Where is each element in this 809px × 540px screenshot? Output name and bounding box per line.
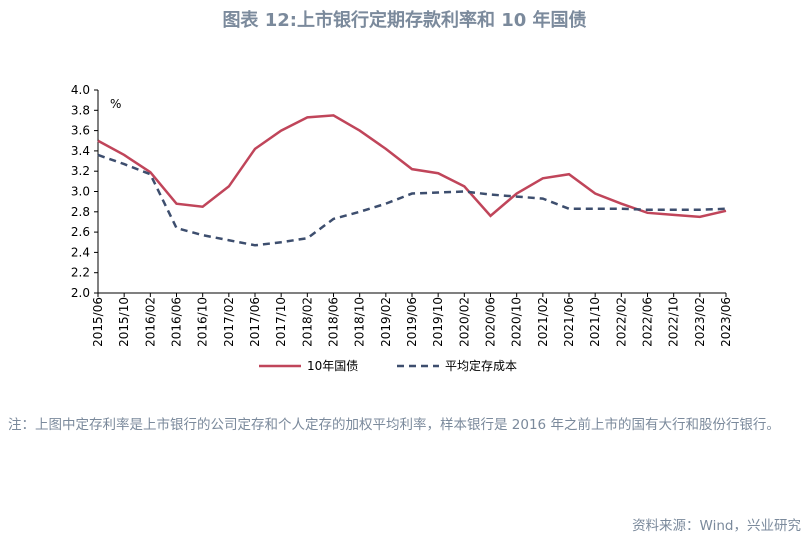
x-tick-label: 2017/10: [274, 297, 288, 347]
y-tick-label: 2.4: [71, 245, 90, 259]
y-tick-label: 2.0: [71, 286, 90, 300]
y-tick-label: 4.0: [71, 83, 90, 97]
x-tick-label: 2021/10: [588, 297, 602, 347]
y-tick-label: 2.6: [71, 225, 90, 239]
y-tick-label: 3.4: [71, 144, 90, 158]
note: 注：上图中定存利率是上市银行的公司定存和个人定存的加权平均利率，样本银行是 20…: [8, 417, 780, 433]
x-tick-label: 2021/06: [562, 297, 576, 347]
x-tick-label: 2018/10: [353, 297, 367, 347]
x-tick-label: 2015/06: [91, 297, 105, 347]
y-tick-label: 3.0: [71, 185, 90, 199]
y-tick-label: 3.6: [71, 124, 90, 138]
y-tick-label: 3.2: [71, 164, 90, 178]
x-tick-label: 2022/02: [614, 297, 628, 347]
x-tick-label: 2016/10: [196, 297, 210, 347]
y-tick-label: 3.8: [71, 103, 90, 117]
x-tick-label: 2019/10: [431, 297, 445, 347]
x-tick-label: 2023/02: [693, 297, 707, 347]
x-tick-label: 2018/02: [300, 297, 314, 347]
y-tick-label: 2.8: [71, 205, 90, 219]
legend-label: 10年国债: [307, 359, 358, 373]
x-tick-label: 2023/06: [719, 297, 733, 347]
x-tick-label: 2022/06: [641, 297, 655, 347]
x-tick-label: 2018/06: [327, 297, 341, 347]
x-tick-label: 2015/10: [117, 297, 131, 347]
x-tick-label: 2020/06: [484, 297, 498, 347]
x-tick-label: 2019/02: [379, 297, 393, 347]
x-tick-label: 2016/06: [170, 297, 184, 347]
unit-label: %: [110, 97, 121, 111]
x-tick-label: 2019/06: [405, 297, 419, 347]
source: 资料来源：Wind，兴业研究: [632, 518, 801, 534]
x-tick-label: 2017/02: [222, 297, 236, 347]
x-tick-label: 2021/02: [536, 297, 550, 347]
line-series: [97, 153, 727, 247]
x-tick-label: 2016/02: [143, 297, 157, 347]
x-tick-label: 2020/02: [457, 297, 471, 347]
chart-title: 图表 12:上市银行定期存款利率和 10 年国债: [222, 10, 587, 31]
x-tick-label: 2017/06: [248, 297, 262, 347]
y-tick-label: 2.2: [71, 266, 90, 280]
chart: 2.0 2.2 2.4 2.6 2.8 3.0 3.2 3.4 3.6 3.8 4.0% 2015/0…: [71, 83, 733, 373]
line-series: [97, 114, 727, 219]
legend-label: 平均定存成本: [445, 358, 517, 373]
x-tick-label: 2022/10: [667, 297, 681, 347]
x-tick-label: 2020/10: [510, 297, 524, 347]
